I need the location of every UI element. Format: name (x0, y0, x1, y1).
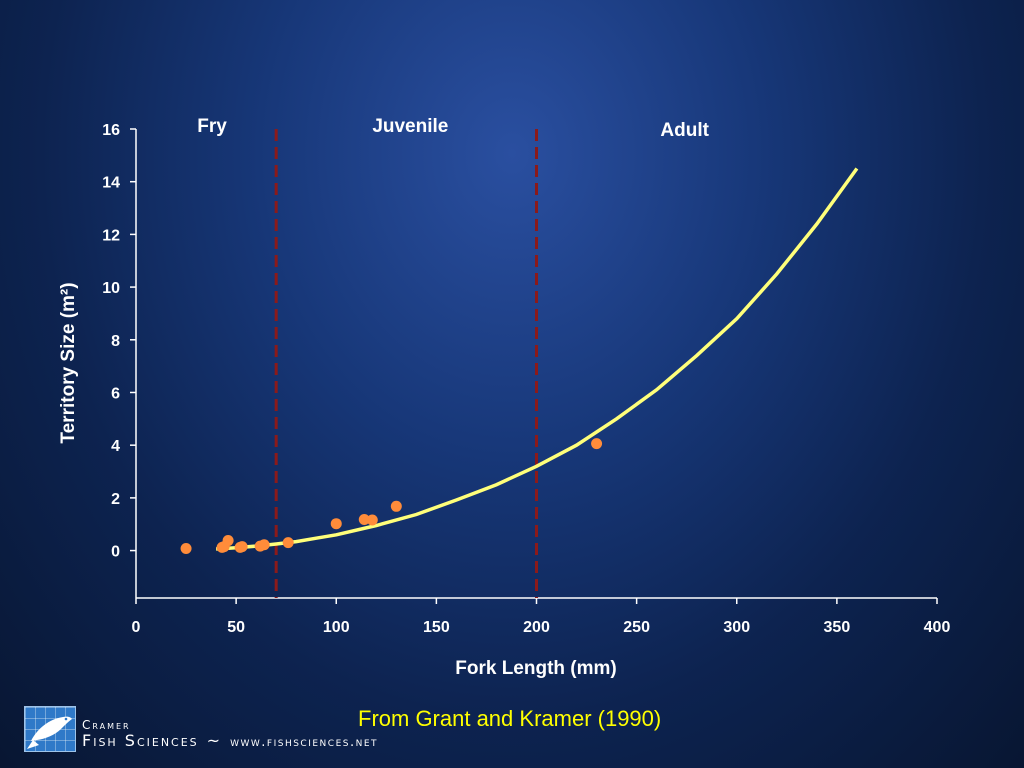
y-ticks: 0 2 4 6 8 10 12 14 16 (102, 122, 136, 561)
data-points (180, 438, 603, 554)
data-point (180, 542, 192, 554)
brand-footer: Cramer Fish Sciences ~ www.fishsciences.ne… (24, 706, 544, 752)
data-point (358, 513, 370, 525)
stage-boundaries (274, 129, 538, 598)
data-point (330, 518, 342, 530)
fish-icon (24, 706, 76, 752)
data-point (222, 535, 234, 547)
x-tick-label: 400 (924, 619, 951, 636)
brand-separator: ~ (206, 731, 223, 750)
data-point (282, 537, 294, 549)
data-point (258, 539, 270, 551)
stage-label-adult: Adult (660, 120, 709, 141)
y-tick-label: 6 (111, 385, 120, 402)
data-point (591, 438, 603, 450)
x-tick-label: 350 (824, 619, 851, 636)
brand-name-line1: Cramer (82, 718, 131, 732)
y-axis-title: Territory Size (m²) (58, 282, 79, 443)
data-point (236, 541, 248, 553)
stage-labels: Fry Juvenile Adult (197, 116, 709, 141)
y-tick-label: 8 (111, 333, 120, 350)
citation: From Grant and Kramer (1990) (358, 706, 662, 731)
x-tick-label: 250 (623, 619, 650, 636)
y-tick-label: 12 (102, 227, 120, 244)
y-tick-label: 4 (111, 438, 120, 455)
x-tick-label: 200 (523, 619, 550, 636)
data-point (366, 514, 378, 526)
x-ticks: 0 50 100 150 200 250 300 350 400 (132, 598, 951, 636)
y-tick-label: 14 (102, 175, 120, 192)
x-tick-label: 100 (323, 619, 350, 636)
y-tick-label: 10 (102, 280, 120, 297)
stage-label-fry: Fry (197, 116, 227, 137)
brand-url: www.fishsciences.net (230, 735, 379, 750)
brand-name-line2: Fish Sciences ~ www.fishsciences.net (82, 731, 378, 750)
x-axis-title: Fork Length (mm) (455, 658, 617, 679)
x-tick-label: 50 (227, 619, 245, 636)
x-tick-label: 300 (723, 619, 750, 636)
brand-name: Fish Sciences (82, 731, 199, 750)
stage-label-juvenile: Juvenile (372, 116, 448, 137)
chart: 0 2 4 6 8 10 12 14 16 0 50 100 150 200 250 300 350 400 F… (58, 116, 951, 679)
data-point (390, 500, 402, 512)
x-tick-label: 150 (423, 619, 450, 636)
x-tick-label: 0 (132, 619, 141, 636)
y-tick-label: 0 (111, 544, 120, 561)
y-tick-label: 2 (111, 491, 120, 508)
y-tick-label: 16 (102, 122, 120, 139)
fit-curve (215, 167, 859, 551)
